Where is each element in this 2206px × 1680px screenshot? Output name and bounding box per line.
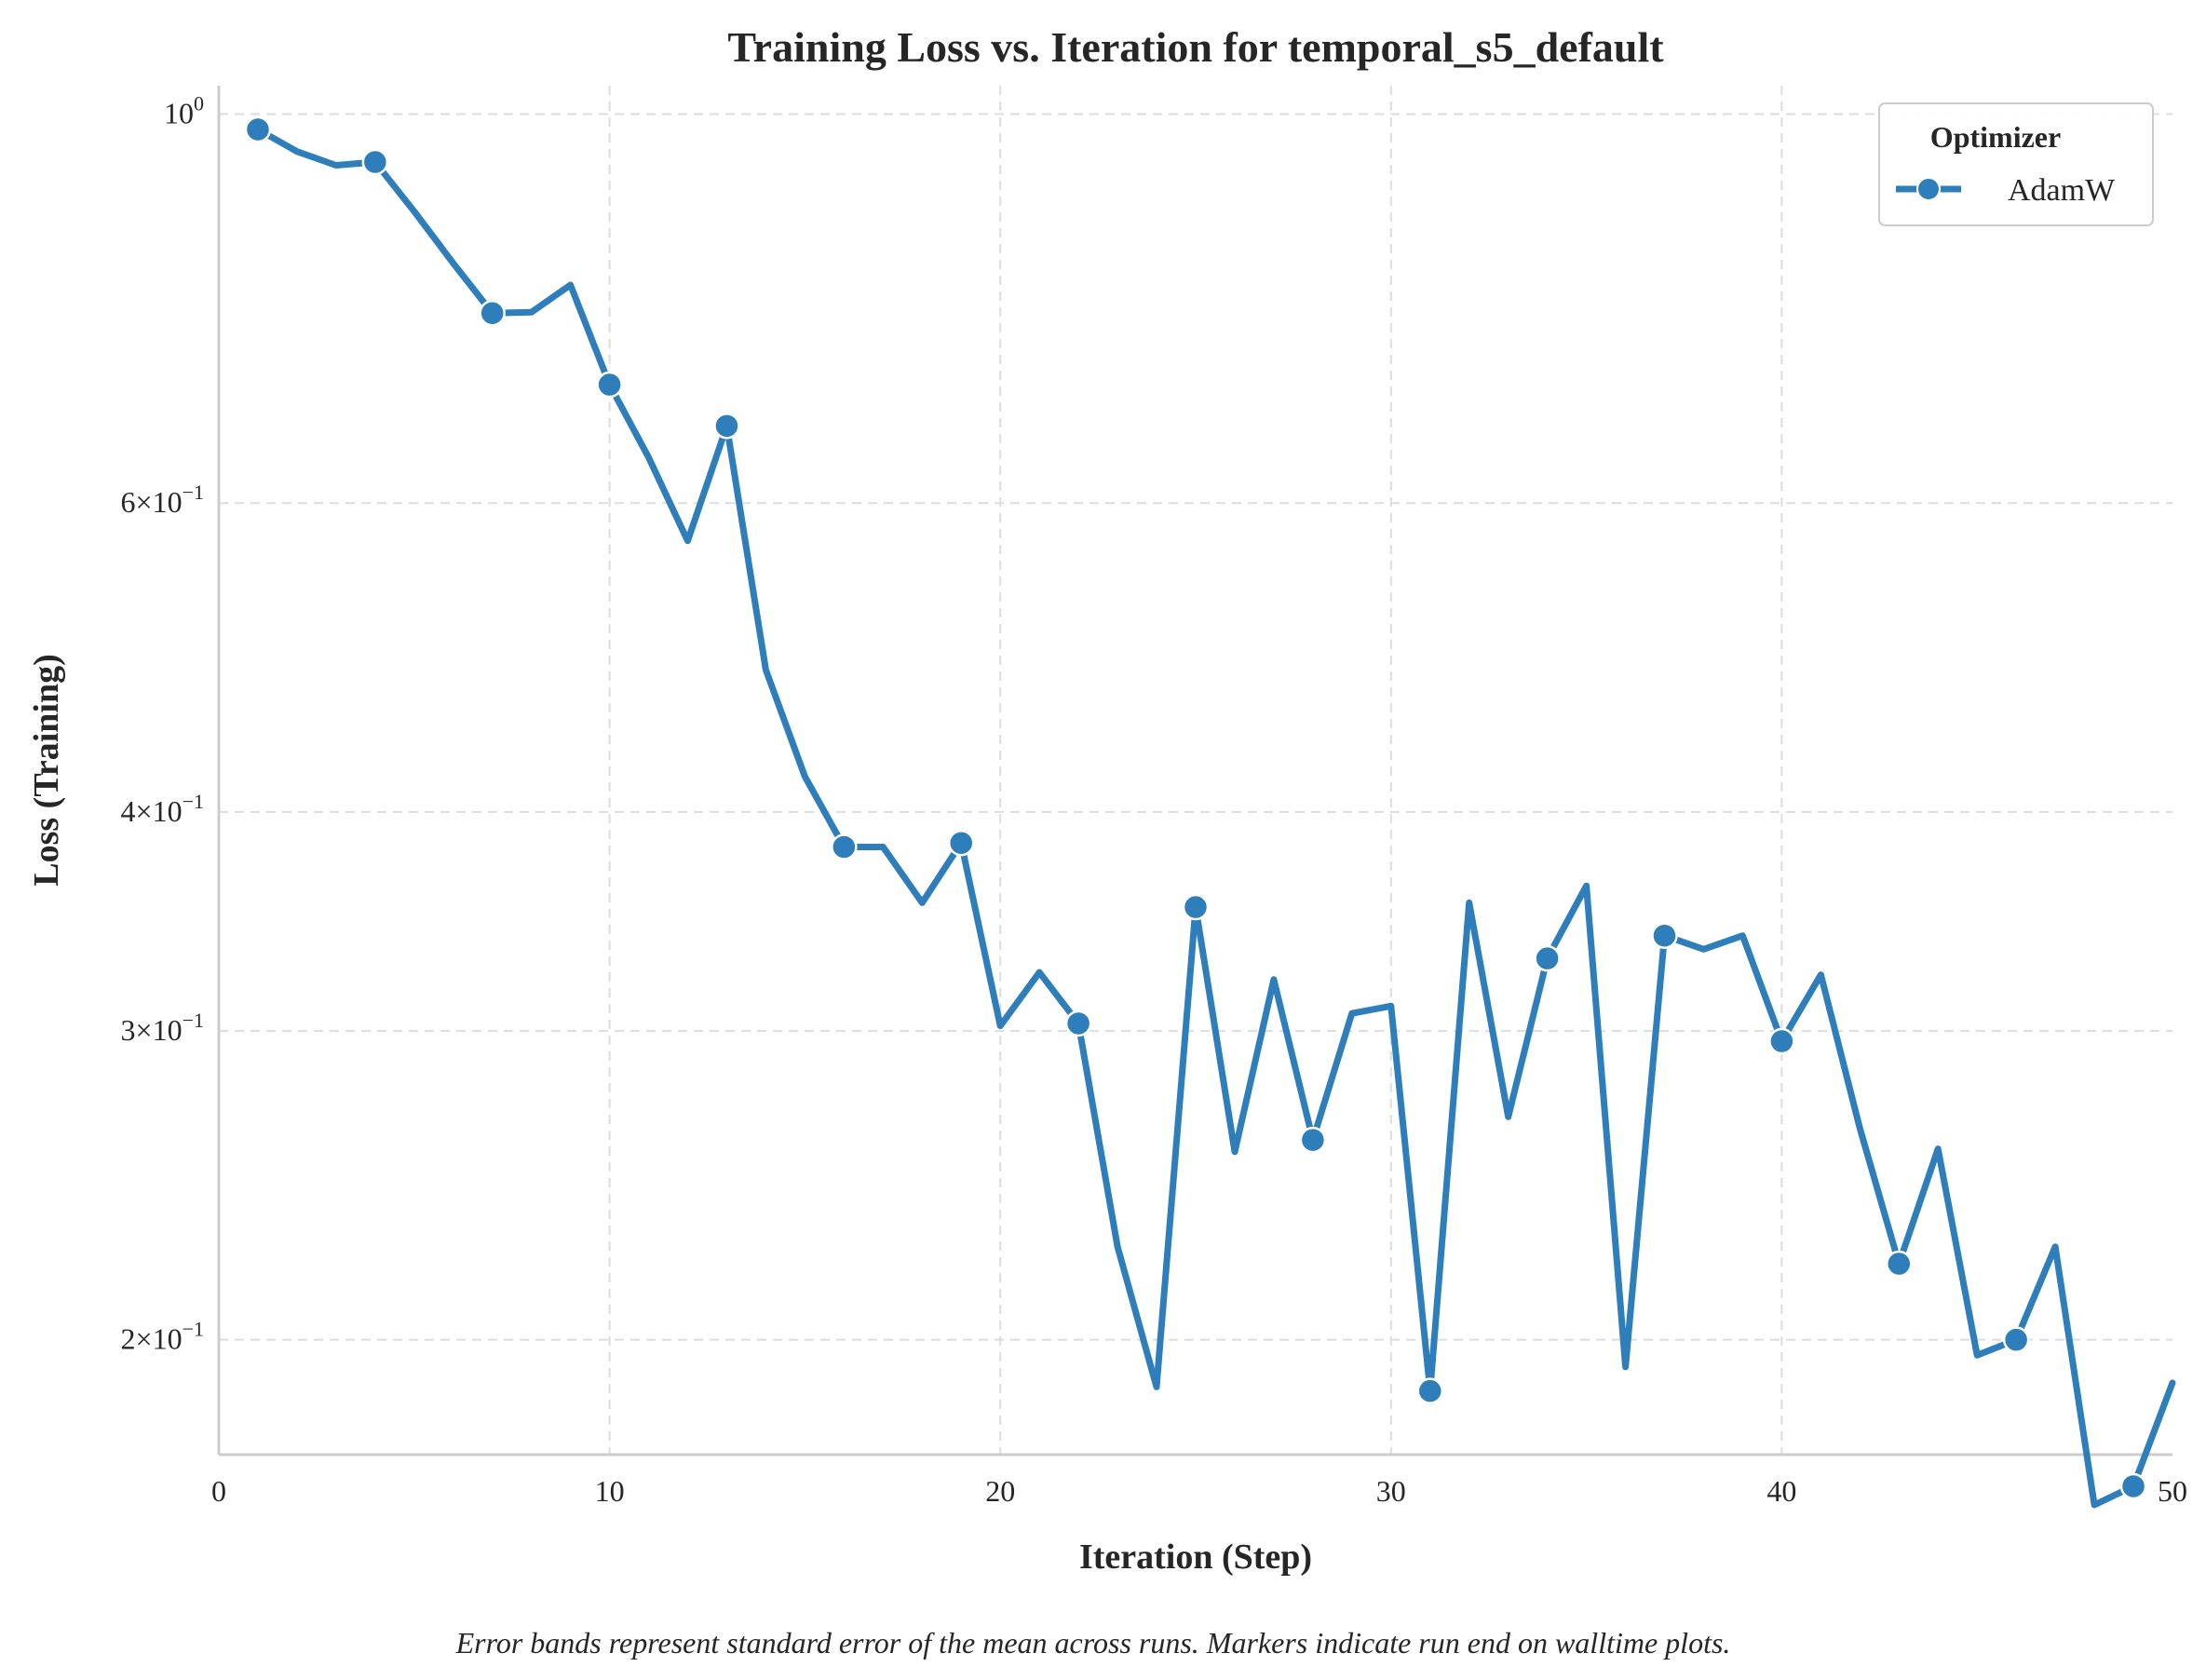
series-marker — [479, 299, 506, 327]
series-marker — [1299, 1126, 1327, 1154]
series-marker — [947, 829, 975, 857]
y-tick-label: 6×10−1 — [121, 481, 204, 519]
x-ticks: 0 10 20 30 40 50 — [211, 1474, 2187, 1508]
x-tick-label: 10 — [595, 1474, 625, 1508]
series-marker — [1182, 893, 1210, 921]
series-marker — [2119, 1472, 2147, 1500]
x-tick-label: 40 — [1766, 1474, 1796, 1508]
series-line-adamw — [254, 126, 2176, 1509]
legend-entry-adamw: AdamW — [2008, 173, 2116, 208]
x-tick-label: 0 — [211, 1474, 226, 1508]
grid — [219, 86, 2172, 1455]
chart-caption: Error bands represent standard error of … — [455, 1626, 1731, 1660]
plot-area — [244, 115, 2176, 1509]
series-marker — [1534, 944, 1561, 972]
x-tick-label: 30 — [1376, 1474, 1406, 1508]
x-tick-label: 20 — [985, 1474, 1015, 1508]
x-axis-label: Iteration (Step) — [1079, 1538, 1312, 1577]
series-marker — [1651, 922, 1678, 949]
y-ticks: 100 6×10−1 4×10−1 3×10−1 2×10−1 — [121, 91, 204, 1355]
series-markers-adamw — [244, 115, 2147, 1500]
y-tick-label: 3×10−1 — [121, 1009, 204, 1047]
y-axis-label: Loss (Training) — [27, 654, 66, 887]
y-tick-label: 4×10−1 — [121, 790, 204, 828]
series-marker — [361, 148, 389, 176]
series-marker — [1886, 1250, 1913, 1278]
series-marker — [1768, 1027, 1795, 1055]
series-marker — [244, 115, 272, 143]
x-tick-label: 50 — [2158, 1474, 2187, 1508]
legend-marker-adamw — [1916, 177, 1941, 201]
chart-title: Training Loss vs. Iteration for temporal… — [727, 23, 1664, 71]
series-marker — [713, 413, 740, 440]
series-marker — [831, 833, 858, 860]
series-marker — [1416, 1377, 1444, 1404]
series-marker — [2002, 1326, 2030, 1353]
legend-box — [1878, 102, 2154, 226]
legend: Optimizer AdamW — [1878, 102, 2154, 226]
y-tick-label: 100 — [164, 91, 204, 129]
legend-title: Optimizer — [1930, 120, 2061, 154]
y-tick-label: 2×10−1 — [121, 1318, 204, 1356]
series-marker — [1064, 1009, 1092, 1037]
series-marker — [596, 371, 623, 399]
